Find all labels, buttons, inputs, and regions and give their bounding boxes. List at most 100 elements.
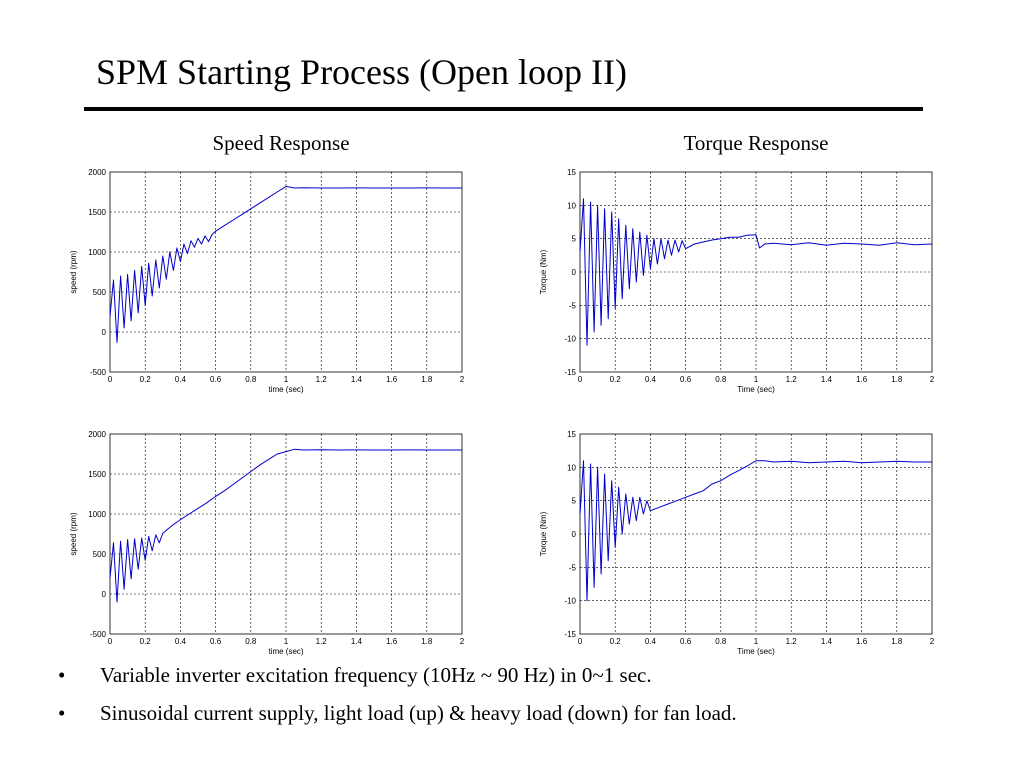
y-tick-label: -5 [569,301,577,310]
y-tick-label: 10 [567,463,576,472]
y-tick-label: -500 [90,368,107,377]
bullet-text: Variable inverter excitation frequency (… [100,663,652,687]
x-tick-label: 0.4 [645,375,657,384]
y-tick-label: 5 [572,497,577,506]
x-tick-label: 0 [578,637,583,646]
y-axis-label: speed (rpm) [69,250,78,293]
x-tick-label: 2 [460,375,465,384]
x-tick-label: 1 [284,375,289,384]
y-tick-label: -500 [90,630,107,639]
series-line [109,448,462,603]
x-tick-label: 0.6 [680,375,692,384]
y-tick-label: 2000 [88,430,106,439]
series-line [579,198,933,346]
x-tick-label: 1.8 [421,375,433,384]
x-tick-label: 1.4 [351,375,363,384]
y-tick-label: 15 [567,168,576,177]
y-tick-label: 0 [572,268,577,277]
x-tick-label: 0.6 [680,637,692,646]
y-tick-label: 0 [102,328,107,337]
x-tick-label: 0.2 [140,637,152,646]
plot-frame [579,171,933,373]
x-axis-label: time (sec) [268,385,303,394]
x-tick-label: 1.8 [421,637,433,646]
plot-frame [109,433,463,635]
plot-frame [109,171,463,373]
x-tick-label: 0 [108,637,113,646]
y-tick-label: 1000 [88,510,106,519]
x-tick-label: 0 [108,375,113,384]
y-tick-label: 1500 [88,470,106,479]
series-line [579,460,932,602]
x-axis-label: Time (sec) [737,385,775,394]
x-tick-label: 0.4 [175,375,187,384]
y-tick-label: -5 [569,563,577,572]
bullet-marker: • [58,701,66,725]
x-tick-label: 2 [930,637,935,646]
x-tick-label: 0.6 [210,375,222,384]
x-tick-label: 0 [578,375,583,384]
y-axis-label: Torque (Nm) [539,511,548,556]
x-tick-label: 1 [754,637,759,646]
y-tick-label: -15 [564,630,576,639]
x-tick-label: 1.6 [386,637,398,646]
y-tick-label: 500 [93,288,107,297]
y-tick-label: -10 [564,335,576,344]
x-tick-label: 2 [930,375,935,384]
x-tick-label: 0.8 [245,375,257,384]
bullet-list: • Variable inverter excitation frequency… [58,656,737,732]
x-axis-label: Time (sec) [737,647,775,656]
y-axis-label: speed (rpm) [69,512,78,555]
y-tick-label: 10 [567,201,576,210]
x-tick-label: 1.6 [856,375,868,384]
x-axis-label: time (sec) [268,647,303,656]
plot-frame [579,433,933,635]
y-axis-label: Torque (Nm) [539,249,548,294]
x-tick-label: 0.2 [610,375,622,384]
x-tick-label: 0.4 [645,637,657,646]
y-tick-label: 1500 [88,208,106,217]
x-tick-label: 1.4 [351,637,363,646]
y-tick-label: 15 [567,430,576,439]
bullet-item: • Sinusoidal current supply, light load … [58,694,737,732]
speed-response-heading: Speed Response [212,131,350,155]
y-tick-label: 500 [93,550,107,559]
x-tick-label: 1.8 [891,375,903,384]
x-tick-label: 1.2 [316,375,328,384]
x-tick-label: 1.8 [891,637,903,646]
y-tick-label: 2000 [88,168,106,177]
y-tick-label: -15 [564,368,576,377]
torque-chart-light-load: 0 0.2 0.4 0.6 0.8 1 1.2 1.4 1.6 1.8 2 -15 -10 -5 0 5 10 1… [539,168,935,394]
x-tick-label: 2 [460,637,465,646]
title-rule [84,107,923,111]
x-tick-label: 1.2 [786,375,798,384]
torque-response-heading: Torque Response [683,131,829,155]
torque-chart-heavy-load: 0 0.2 0.4 0.6 0.8 1 1.2 1.4 1.6 1.8 2 -15 -10 -5 0 5 10 1… [539,430,935,656]
x-tick-label: 1 [284,637,289,646]
x-tick-label: 1.4 [821,375,833,384]
bullet-text: Sinusoidal current supply, light load (u… [100,701,737,725]
x-tick-label: 1.6 [856,637,868,646]
x-tick-label: 1 [754,375,759,384]
x-tick-label: 1.4 [821,637,833,646]
x-tick-label: 0.6 [210,637,222,646]
series-line [109,185,462,343]
x-tick-label: 0.2 [610,637,622,646]
speed-chart-light-load: 0 0.2 0.4 0.6 0.8 1 1.2 1.4 1.6 1.8 2-500050010001… [69,168,465,394]
x-tick-label: 0.4 [175,637,187,646]
y-tick-label: 0 [102,590,107,599]
x-tick-label: 1.6 [386,375,398,384]
y-tick-label: -10 [564,597,576,606]
x-tick-label: 1.2 [316,637,328,646]
x-tick-label: 0.8 [715,375,727,384]
slide-title: SPM Starting Process (Open loop II) [96,52,627,92]
x-tick-label: 0.8 [245,637,257,646]
x-tick-label: 0.2 [140,375,152,384]
bullet-item: • Variable inverter excitation frequency… [58,656,737,694]
x-tick-label: 1.2 [786,637,798,646]
bullet-marker: • [58,663,66,687]
y-tick-label: 0 [572,530,577,539]
y-tick-label: 1000 [88,248,106,257]
speed-chart-heavy-load: 0 0.2 0.4 0.6 0.8 1 1.2 1.4 1.6 1.8 2-500050010001… [69,430,465,656]
y-tick-label: 5 [572,235,577,244]
